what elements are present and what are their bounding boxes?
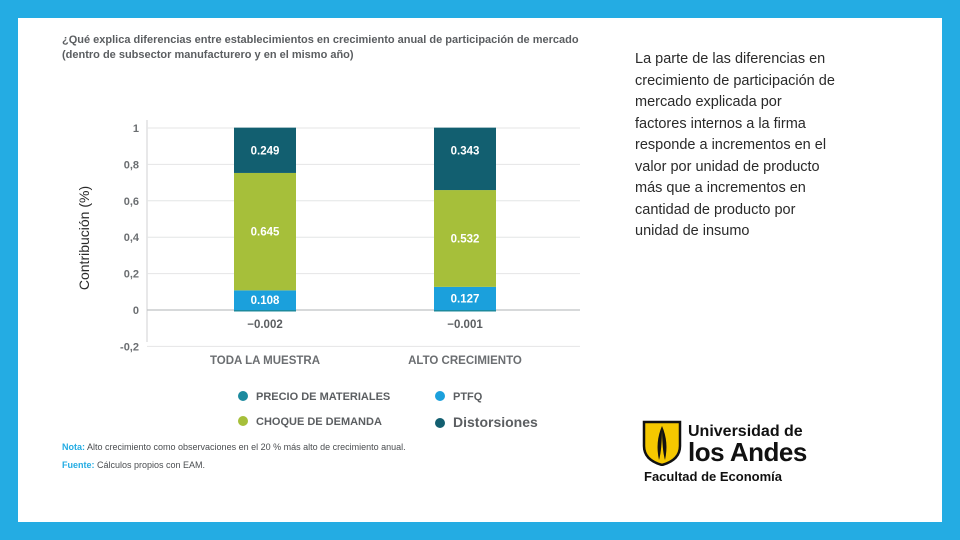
bar-data-label: −0.002 (247, 319, 283, 331)
bar-segment (234, 127, 296, 173)
legend-item-distorsiones: Distorsiones (435, 414, 538, 430)
x-category-label: TODA LA MUESTRA (210, 355, 320, 367)
shield-logo-icon (642, 420, 682, 466)
chart-source: Fuente: Cálculos propios con EAM. (62, 460, 205, 470)
bar-segment (434, 190, 496, 287)
side-text: La parte de las diferencias en crecimien… (635, 51, 835, 239)
logo-line-3: Facultad de Economía (644, 469, 782, 484)
legend-swatch-precio-materiales (238, 391, 248, 401)
bar-data-label: 0.249 (251, 146, 280, 158)
y-tick-label: 0 (133, 305, 139, 317)
logo-line-2: los Andes (688, 437, 807, 467)
bar-data-label: 0.645 (251, 227, 280, 239)
bar-segment (434, 127, 496, 191)
y-axis-label: Contribución (%) (76, 185, 92, 291)
y-tick-label: 0,4 (124, 232, 140, 244)
legend-item-precio-materiales: PRECIO DE MATERIALES (238, 391, 390, 403)
y-tick-label: -0,2 (120, 341, 139, 353)
bar-data-label: −0.001 (447, 319, 483, 331)
legend-item-ptfq: PTFQ (435, 391, 482, 403)
bar-data-label: 0.108 (251, 295, 280, 307)
bar-data-label: 0.127 (451, 293, 480, 305)
legend-swatch-distorsiones (435, 418, 445, 428)
note-label: Nota: (62, 442, 85, 452)
bar-data-label: 0.532 (451, 233, 480, 245)
y-tick-label: 1 (133, 123, 139, 135)
legend-label: PRECIO DE MATERIALES (256, 391, 391, 403)
legend-label: CHOQUE DE DEMANDA (256, 416, 382, 428)
bar-segment (234, 290, 296, 310)
source-label: Fuente: (62, 460, 95, 470)
note-text: Alto crecimiento como observaciones en e… (85, 442, 406, 452)
bar-segment (234, 310, 296, 312)
logo-line-1: Universidad de (688, 423, 803, 440)
y-tick-label: 0,8 (124, 159, 139, 171)
university-logo: Universidad de los Andes Facultad de Eco… (642, 420, 842, 486)
legend-swatch-ptfq (435, 391, 445, 401)
bar-segment (234, 172, 296, 291)
y-tick-label: 0,6 (124, 196, 139, 208)
legend-label: Distorsiones (453, 414, 538, 430)
bar-segment (434, 286, 496, 310)
y-tick-label: 0,2 (124, 269, 139, 281)
chart-title: ¿Qué explica diferencias entre estableci… (62, 34, 579, 61)
chart-note: Nota: Alto crecimiento como observacione… (62, 442, 406, 452)
legend-label: PTFQ (453, 391, 483, 403)
bar-data-label: 0.343 (451, 146, 480, 158)
source-text: Cálculos propios con EAM. (94, 460, 206, 470)
legend-item-choque-demanda: CHOQUE DE DEMANDA (238, 416, 382, 428)
bar-segment (434, 310, 496, 312)
legend-swatch-choque-demanda (238, 416, 248, 426)
x-category-label: ALTO CRECIMIENTO (408, 355, 522, 367)
